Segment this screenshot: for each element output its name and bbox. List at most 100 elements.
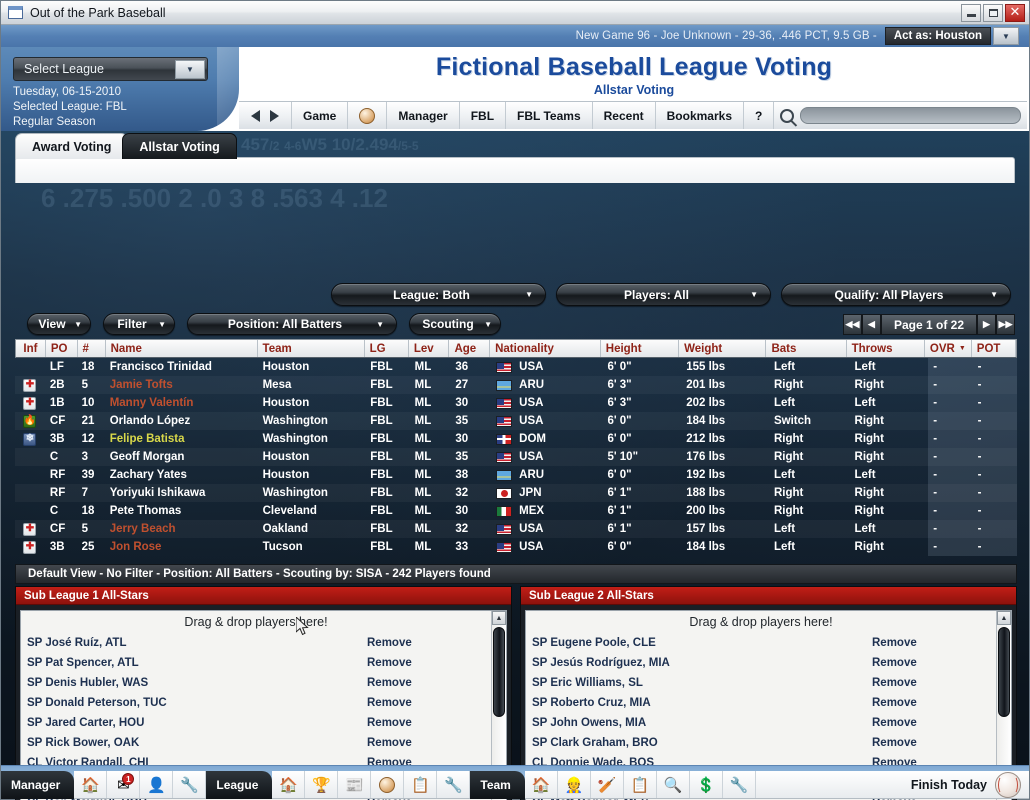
menu-item-manager[interactable]: Manager [387,102,460,129]
allstar-list-item[interactable]: SP Rick Bower, OAK Remove [21,733,491,753]
table-row[interactable]: ✚ CF 5 Jerry Beach Oakland FBL ML 32 USA 6' 1" 157… [15,520,1017,538]
menu-item-help[interactable]: ? [744,102,775,129]
minimize-button[interactable] [961,3,981,22]
column-header-lg[interactable]: LG [365,340,409,357]
prev-page-button[interactable]: ◀ [861,314,881,335]
menu-item-game[interactable]: Game [292,102,349,129]
table-row[interactable]: ✚ 3B 25 Jon Rose Tucson FBL ML 33 USA 6' 0" 184 lb… [15,538,1017,556]
scroll-thumb[interactable] [998,627,1010,717]
column-header-po[interactable]: PO [46,340,78,357]
tab-award-voting[interactable]: Award Voting [15,133,129,159]
table-row[interactable]: LF 18 Francisco Trinidad Houston FBL ML 36 USA 6… [15,358,1017,376]
allstar-list-item[interactable]: SP Jared Carter, HOU Remove [21,713,491,733]
tab-allstar-voting[interactable]: Allstar Voting [122,133,237,159]
column-header-weight[interactable]: Weight [679,340,767,357]
remove-link[interactable]: Remove [367,657,412,669]
scroll-track[interactable] [492,625,506,800]
ball-icon[interactable] [371,771,405,798]
chevron-down-icon[interactable]: ▼ [175,60,205,79]
trophy-icon[interactable]: 🏆 [305,771,339,798]
table-row[interactable]: C 18 Pete Thomas Cleveland FBL ML 30 MEX 6' 1" 20… [15,502,1017,520]
menu-item-bookmarks[interactable]: Bookmarks [656,102,745,129]
table-row[interactable]: ❄ 3B 12 Felipe Batista Washington FBL ML 30 DOM 6… [15,430,1017,448]
remove-link[interactable]: Remove [367,737,412,749]
allstar-list-item[interactable]: SP Roberto Cruz, MIA Remove [526,693,996,713]
remove-link[interactable]: Remove [367,677,412,689]
allstar-list-item[interactable]: SP Eugene Poole, CLE Remove [526,633,996,653]
maximize-button[interactable] [983,3,1003,22]
next-page-button[interactable]: ▶ [977,314,996,335]
column-header-bats[interactable]: Bats [766,340,847,357]
search-icon[interactable] [780,108,795,123]
first-page-button[interactable]: ◀◀ [842,314,862,335]
remove-link[interactable]: Remove [367,637,412,649]
taskbar-manager-section[interactable]: Manager [1,771,75,799]
news-icon[interactable]: 📰 [338,771,372,798]
table-row[interactable]: ✚ 1B 10 Manny Valentín Houston FBL ML 30 USA 6' 3… [15,394,1017,412]
allstar-list-item[interactable]: SP Donald Peterson, TUC Remove [21,693,491,713]
mail-icon[interactable]: ✉ 1 [107,771,141,798]
select-league-dropdown[interactable]: Select League ▼ [13,57,208,81]
column-header-height[interactable]: Height [601,340,680,357]
column-header--[interactable]: # [78,340,106,357]
tools-icon[interactable]: 🔧 [437,771,471,798]
menu-item-recent[interactable]: Recent [593,102,656,129]
finish-today-label[interactable]: Finish Today [910,777,987,792]
table-row[interactable]: C 3 Geoff Morgan Houston FBL ML 35 USA 5' 10" 176… [15,448,1017,466]
remove-link[interactable]: Remove [872,657,917,669]
tools-icon[interactable]: 🔧 [723,771,756,798]
remove-link[interactable]: Remove [367,697,412,709]
qualify-filter-button[interactable]: Qualify: All Players ▼ [781,283,1011,306]
close-button[interactable]: ✕ [1005,3,1025,22]
allstar-list-item[interactable]: SP Denis Hubler, WAS Remove [21,673,491,693]
table-row[interactable]: RF 39 Zachary Yates Houston FBL ML 38 ARU 6' 0" 1… [15,466,1017,484]
column-header-nationality[interactable]: Nationality [490,340,601,357]
remove-link[interactable]: Remove [872,677,917,689]
column-header-throws[interactable]: Throws [847,340,925,357]
remove-link[interactable]: Remove [872,717,917,729]
finish-today-ball-icon[interactable] [995,771,1021,798]
table-row[interactable]: RF 7 Yoriyuki Ishikawa Washington FBL ML 32 JPN… [15,484,1017,502]
league-filter-button[interactable]: League: Both ▼ [331,283,546,306]
column-header-name[interactable]: Name [106,340,258,357]
column-header-ovr[interactable]: OVR ▼ [925,340,972,357]
scroll-track[interactable] [997,625,1011,800]
remove-link[interactable]: Remove [367,717,412,729]
column-header-age[interactable]: Age [449,340,491,357]
column-header-inf[interactable]: Inf [16,340,46,357]
sub-league-1-scrollbar[interactable]: ▲ ▼ [491,611,506,800]
forward-arrow-icon[interactable] [270,109,279,122]
menu-item-fbl[interactable]: FBL [460,102,507,129]
allstar-list-item[interactable]: SP José Ruíz, ATL Remove [21,633,491,653]
scroll-up-icon[interactable]: ▲ [997,611,1011,625]
scroll-thumb[interactable] [493,627,505,717]
column-header-pot[interactable]: POT [972,340,1016,357]
allstar-list-item[interactable]: SP Pat Spencer, ATL Remove [21,653,491,673]
taskbar-team-section[interactable]: Team [470,771,525,799]
players-filter-button[interactable]: Players: All ▼ [556,283,771,306]
scout-icon[interactable]: 👤 [140,771,174,798]
batter-icon[interactable]: 🏏 [591,771,624,798]
column-header-team[interactable]: Team [258,340,365,357]
remove-link[interactable]: Remove [872,737,917,749]
act-as-dropdown-arrow[interactable]: ▼ [993,27,1019,45]
taskbar-league-section[interactable]: League [206,771,273,799]
menu-item-ball[interactable] [348,102,388,129]
position-button[interactable]: Position: All Batters ▼ [187,313,397,335]
remove-link[interactable]: Remove [872,697,917,709]
tools-icon[interactable]: 🔧 [173,771,207,798]
allstar-list-item[interactable]: SP Jesús Rodríguez, MIA Remove [526,653,996,673]
scroll-up-icon[interactable]: ▲ [492,611,506,625]
finance-icon[interactable]: 💲 [690,771,723,798]
scouting-button[interactable]: Scouting ▼ [409,313,501,335]
home-icon[interactable]: 🏠 [525,771,558,798]
act-as-button[interactable]: Act as: Houston [884,27,991,45]
table-row[interactable]: 🔥 CF 21 Orlando López Washington FBL ML 35 USA 6'… [15,412,1017,430]
allstar-list-item[interactable]: SP Clark Graham, BRO Remove [526,733,996,753]
table-row[interactable]: ✚ 2B 5 Jamie Tofts Mesa FBL ML 27 ARU 6' 3" 201 lb… [15,376,1017,394]
home-icon[interactable]: 🏠 [74,771,108,798]
sub-league-2-scrollbar[interactable]: ▲ ▼ [996,611,1011,800]
transactions-icon[interactable]: 📋 [404,771,438,798]
coach-icon[interactable]: 👷 [558,771,591,798]
filter-button[interactable]: Filter ▼ [103,313,175,335]
